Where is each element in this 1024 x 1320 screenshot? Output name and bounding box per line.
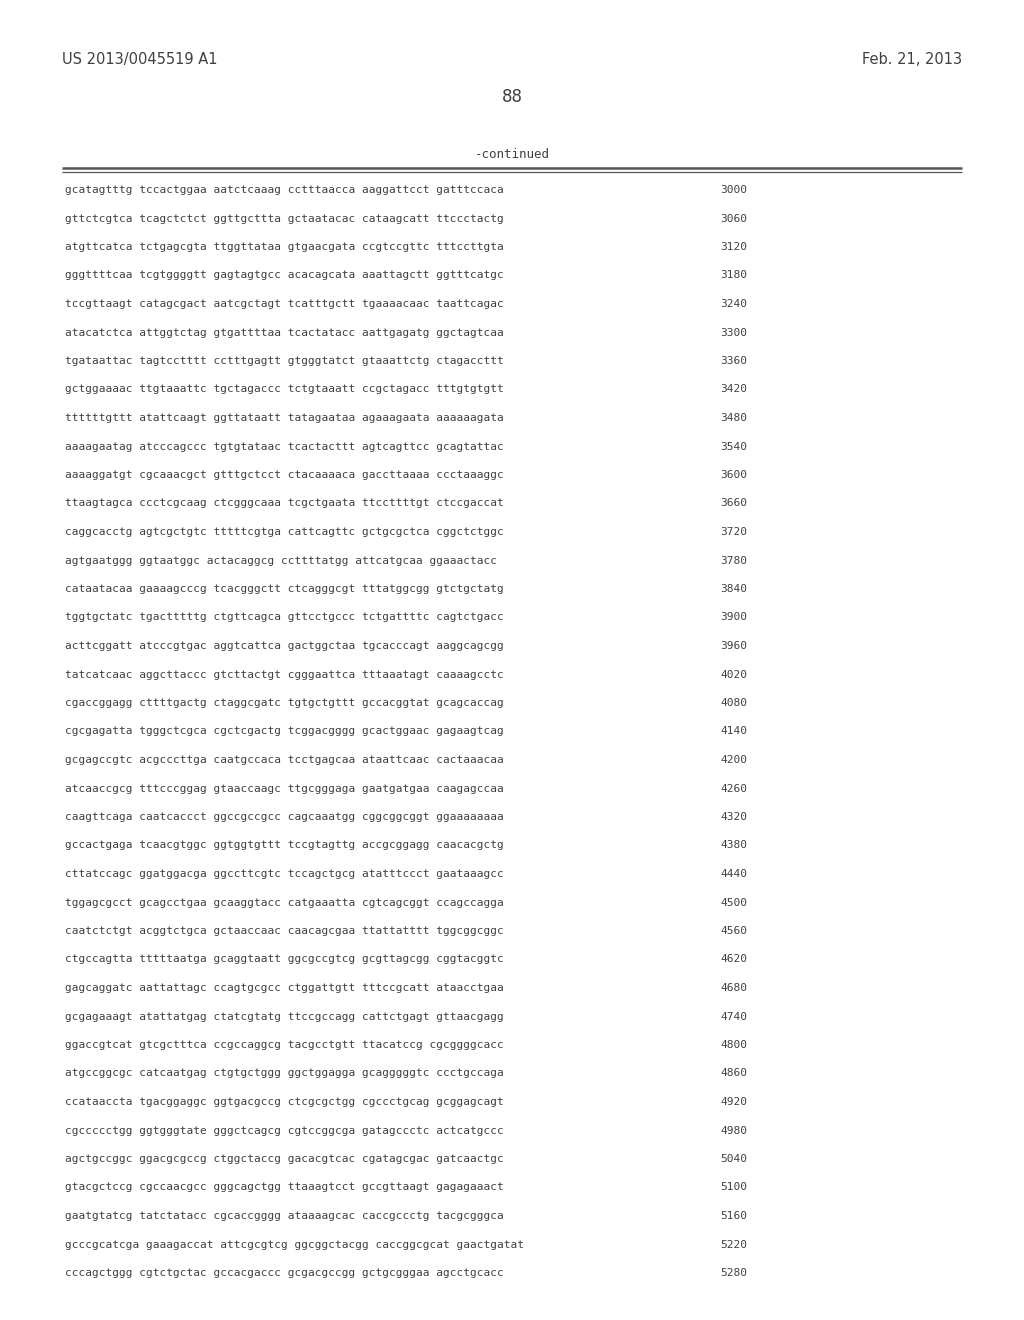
- Text: gcccgcatcga gaaagaccat attcgcgtcg ggcggctacgg caccggcgcat gaactgatat: gcccgcatcga gaaagaccat attcgcgtcg ggcggc…: [65, 1239, 524, 1250]
- Text: 3660: 3660: [720, 499, 746, 508]
- Text: atcaaccgcg tttcccggag gtaaccaagc ttgcgggaga gaatgatgaa caagagccaa: atcaaccgcg tttcccggag gtaaccaagc ttgcggg…: [65, 784, 504, 793]
- Text: tgataattac tagtcctttt cctttgagtt gtgggtatct gtaaattctg ctagaccttt: tgataattac tagtcctttt cctttgagtt gtgggta…: [65, 356, 504, 366]
- Text: 3120: 3120: [720, 242, 746, 252]
- Text: cccagctggg cgtctgctac gccacgaccc gcgacgccgg gctgcgggaa agcctgcacc: cccagctggg cgtctgctac gccacgaccc gcgacgc…: [65, 1269, 504, 1278]
- Text: gtacgctccg cgccaacgcc gggcagctgg ttaaagtcct gccgttaagt gagagaaact: gtacgctccg cgccaacgcc gggcagctgg ttaaagt…: [65, 1183, 504, 1192]
- Text: tggagcgcct gcagcctgaa gcaaggtacc catgaaatta cgtcagcggt ccagccagga: tggagcgcct gcagcctgaa gcaaggtacc catgaaa…: [65, 898, 504, 908]
- Text: gcgagccgtc acgcccttga caatgccaca tcctgagcaa ataattcaac cactaaacaa: gcgagccgtc acgcccttga caatgccaca tcctgag…: [65, 755, 504, 766]
- Text: -continued: -continued: [474, 148, 550, 161]
- Text: 3060: 3060: [720, 214, 746, 223]
- Text: cgaccggagg cttttgactg ctaggcgatc tgtgctgttt gccacggtat gcagcaccag: cgaccggagg cttttgactg ctaggcgatc tgtgctg…: [65, 698, 504, 708]
- Text: aaaagaatag atcccagccc tgtgtataac tcactacttt agtcagttcc gcagtattac: aaaagaatag atcccagccc tgtgtataac tcactac…: [65, 441, 504, 451]
- Text: caagttcaga caatcaccct ggccgccgcc cagcaaatgg cggcggcggt ggaaaaaaaa: caagttcaga caatcaccct ggccgccgcc cagcaaa…: [65, 812, 504, 822]
- Text: ccataaccta tgacggaggc ggtgacgccg ctcgcgctgg cgccctgcag gcggagcagt: ccataaccta tgacggaggc ggtgacgccg ctcgcgc…: [65, 1097, 504, 1107]
- Text: 5280: 5280: [720, 1269, 746, 1278]
- Text: 5160: 5160: [720, 1210, 746, 1221]
- Text: US 2013/0045519 A1: US 2013/0045519 A1: [62, 51, 217, 67]
- Text: 3300: 3300: [720, 327, 746, 338]
- Text: acttcggatt atcccgtgac aggtcattca gactggctaa tgcacccagt aaggcagcgg: acttcggatt atcccgtgac aggtcattca gactggc…: [65, 642, 504, 651]
- Text: ttttttgttt atattcaagt ggttataatt tatagaataa agaaagaata aaaaaagata: ttttttgttt atattcaagt ggttataatt tatagaa…: [65, 413, 504, 422]
- Text: 5220: 5220: [720, 1239, 746, 1250]
- Text: gaatgtatcg tatctatacc cgcaccgggg ataaaagcac caccgccctg tacgcgggca: gaatgtatcg tatctatacc cgcaccgggg ataaaag…: [65, 1210, 504, 1221]
- Text: 4980: 4980: [720, 1126, 746, 1135]
- Text: 3000: 3000: [720, 185, 746, 195]
- Text: atgccggcgc catcaatgag ctgtgctggg ggctggagga gcagggggtc ccctgccaga: atgccggcgc catcaatgag ctgtgctggg ggctgga…: [65, 1068, 504, 1078]
- Text: 3780: 3780: [720, 556, 746, 565]
- Text: cttatccagc ggatggacga ggccttcgtc tccagctgcg atatttccct gaataaagcc: cttatccagc ggatggacga ggccttcgtc tccagct…: [65, 869, 504, 879]
- Text: 4680: 4680: [720, 983, 746, 993]
- Text: 3960: 3960: [720, 642, 746, 651]
- Text: tggtgctatc tgactttttg ctgttcagca gttcctgccc tctgattttc cagtctgacc: tggtgctatc tgactttttg ctgttcagca gttcctg…: [65, 612, 504, 623]
- Text: cgcgagatta tgggctcgca cgctcgactg tcggacgggg gcactggaac gagaagtcag: cgcgagatta tgggctcgca cgctcgactg tcggacg…: [65, 726, 504, 737]
- Text: agtgaatggg ggtaatggc actacaggcg ccttttatgg attcatgcaa ggaaactacc: agtgaatggg ggtaatggc actacaggcg ccttttat…: [65, 556, 497, 565]
- Text: aaaaggatgt cgcaaacgct gtttgctcct ctacaaaaca gaccttaaaa ccctaaaggc: aaaaggatgt cgcaaacgct gtttgctcct ctacaaa…: [65, 470, 504, 480]
- Text: 4860: 4860: [720, 1068, 746, 1078]
- Text: Feb. 21, 2013: Feb. 21, 2013: [862, 51, 962, 67]
- Text: 4920: 4920: [720, 1097, 746, 1107]
- Text: 3900: 3900: [720, 612, 746, 623]
- Text: gcgagaaagt atattatgag ctatcgtatg ttccgccagg cattctgagt gttaacgagg: gcgagaaagt atattatgag ctatcgtatg ttccgcc…: [65, 1011, 504, 1022]
- Text: gcatagtttg tccactggaa aatctcaaag cctttaacca aaggattcct gatttccaca: gcatagtttg tccactggaa aatctcaaag cctttaa…: [65, 185, 504, 195]
- Text: 3480: 3480: [720, 413, 746, 422]
- Text: 4260: 4260: [720, 784, 746, 793]
- Text: ctgccagtta tttttaatga gcaggtaatt ggcgccgtcg gcgttagcgg cggtacggtc: ctgccagtta tttttaatga gcaggtaatt ggcgccg…: [65, 954, 504, 965]
- Text: gctggaaaac ttgtaaattc tgctagaccc tctgtaaatt ccgctagacc tttgtgtgtt: gctggaaaac ttgtaaattc tgctagaccc tctgtaa…: [65, 384, 504, 395]
- Text: 4620: 4620: [720, 954, 746, 965]
- Text: 3540: 3540: [720, 441, 746, 451]
- Text: 3720: 3720: [720, 527, 746, 537]
- Text: 4560: 4560: [720, 927, 746, 936]
- Text: gttctcgtca tcagctctct ggttgcttta gctaatacac cataagcatt ttccctactg: gttctcgtca tcagctctct ggttgcttta gctaata…: [65, 214, 504, 223]
- Text: ttaagtagca ccctcgcaag ctcgggcaaa tcgctgaata ttccttttgt ctccgaccat: ttaagtagca ccctcgcaag ctcgggcaaa tcgctga…: [65, 499, 504, 508]
- Text: 4140: 4140: [720, 726, 746, 737]
- Text: 4080: 4080: [720, 698, 746, 708]
- Text: tatcatcaac aggcttaccc gtcttactgt cgggaattca tttaaatagt caaaagcctc: tatcatcaac aggcttaccc gtcttactgt cgggaat…: [65, 669, 504, 680]
- Text: gggttttcaa tcgtggggtt gagtagtgcc acacagcata aaattagctt ggtttcatgc: gggttttcaa tcgtggggtt gagtagtgcc acacagc…: [65, 271, 504, 281]
- Text: 3420: 3420: [720, 384, 746, 395]
- Text: 3240: 3240: [720, 300, 746, 309]
- Text: atacatctca attggtctag gtgattttaa tcactatacc aattgagatg ggctagtcaa: atacatctca attggtctag gtgattttaa tcactat…: [65, 327, 504, 338]
- Text: tccgttaagt catagcgact aatcgctagt tcatttgctt tgaaaacaac taattcagac: tccgttaagt catagcgact aatcgctagt tcatttg…: [65, 300, 504, 309]
- Text: 88: 88: [502, 88, 522, 106]
- Text: 4380: 4380: [720, 841, 746, 850]
- Text: 3600: 3600: [720, 470, 746, 480]
- Text: 3360: 3360: [720, 356, 746, 366]
- Text: 4440: 4440: [720, 869, 746, 879]
- Text: gagcaggatc aattattagc ccagtgcgcc ctggattgtt tttccgcatt ataacctgaa: gagcaggatc aattattagc ccagtgcgcc ctggatt…: [65, 983, 504, 993]
- Text: 4320: 4320: [720, 812, 746, 822]
- Text: 4800: 4800: [720, 1040, 746, 1049]
- Text: caggcacctg agtcgctgtc tttttcgtga cattcagttc gctgcgctca cggctctggc: caggcacctg agtcgctgtc tttttcgtga cattcag…: [65, 527, 504, 537]
- Text: caatctctgt acggtctgca gctaaccaac caacagcgaa ttattatttt tggcggcggc: caatctctgt acggtctgca gctaaccaac caacagc…: [65, 927, 504, 936]
- Text: atgttcatca tctgagcgta ttggttataa gtgaacgata ccgtccgttc tttccttgta: atgttcatca tctgagcgta ttggttataa gtgaacg…: [65, 242, 504, 252]
- Text: 5040: 5040: [720, 1154, 746, 1164]
- Text: 4200: 4200: [720, 755, 746, 766]
- Text: cataatacaa gaaaagcccg tcacgggctt ctcagggcgt tttatggcgg gtctgctatg: cataatacaa gaaaagcccg tcacgggctt ctcaggg…: [65, 583, 504, 594]
- Text: ggaccgtcat gtcgctttca ccgccaggcg tacgcctgtt ttacatccg cgcggggcacc: ggaccgtcat gtcgctttca ccgccaggcg tacgcct…: [65, 1040, 504, 1049]
- Text: 3840: 3840: [720, 583, 746, 594]
- Text: 4020: 4020: [720, 669, 746, 680]
- Text: 5100: 5100: [720, 1183, 746, 1192]
- Text: agctgccggc ggacgcgccg ctggctaccg gacacgtcac cgatagcgac gatcaactgc: agctgccggc ggacgcgccg ctggctaccg gacacgt…: [65, 1154, 504, 1164]
- Text: gccactgaga tcaacgtggc ggtggtgttt tccgtagttg accgcggagg caacacgctg: gccactgaga tcaacgtggc ggtggtgttt tccgtag…: [65, 841, 504, 850]
- Text: 4740: 4740: [720, 1011, 746, 1022]
- Text: 3180: 3180: [720, 271, 746, 281]
- Text: cgccccctgg ggtgggtate gggctcagcg cgtccggcga gatagccctc actcatgccc: cgccccctgg ggtgggtate gggctcagcg cgtccgg…: [65, 1126, 504, 1135]
- Text: 4500: 4500: [720, 898, 746, 908]
